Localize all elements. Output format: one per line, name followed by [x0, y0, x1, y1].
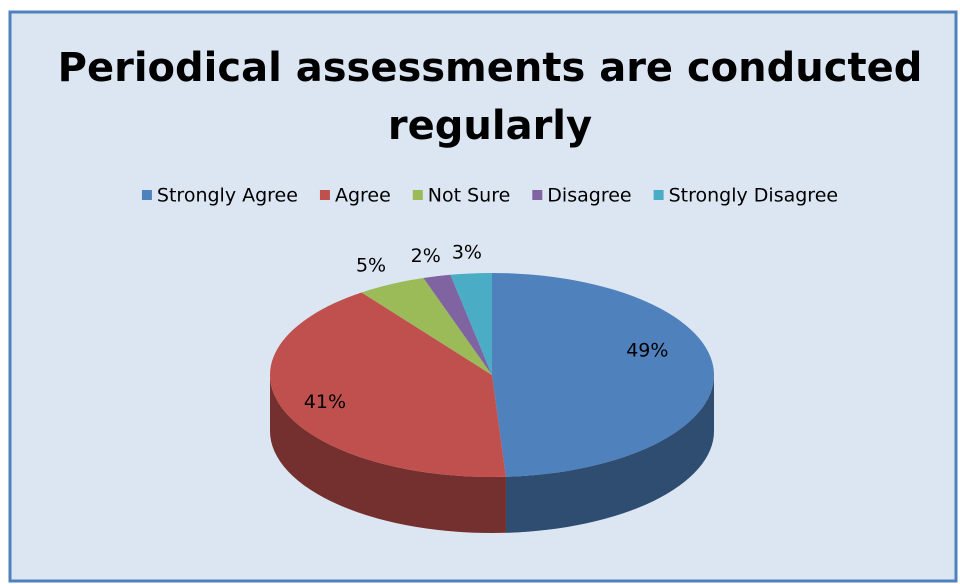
value-label: 3%	[452, 242, 482, 264]
legend-item: Agree	[319, 185, 391, 207]
value-labels: 49% 41% 5% 2% 3%	[304, 242, 669, 413]
value-label: 49%	[626, 339, 668, 361]
legend-item: Disagree	[532, 185, 632, 207]
legend-swatch	[532, 190, 543, 200]
pie-side	[270, 375, 506, 533]
legend-swatch	[141, 190, 152, 200]
chart-title: Periodical assessments are conducted	[58, 45, 923, 91]
legend-item: Not Sure	[412, 185, 511, 207]
chart-title: regularly	[388, 103, 592, 149]
legend-label: Not Sure	[428, 185, 511, 207]
legend-item: Strongly Disagree	[653, 185, 838, 207]
pie-tops	[269, 273, 715, 477]
pie-side-shade	[270, 375, 506, 533]
pie-sides	[270, 375, 714, 533]
pie-slice	[492, 273, 715, 477]
value-label: 41%	[304, 391, 346, 413]
value-label: 2%	[411, 245, 441, 267]
legend-label: Strongly Disagree	[669, 185, 838, 207]
pie-slice	[423, 274, 492, 375]
legend-label: Agree	[335, 185, 391, 207]
legend-swatch	[319, 190, 330, 200]
pie-slice	[361, 277, 492, 375]
legend: Strongly Agree Agree Not Sure Disagree Stron…	[141, 185, 838, 207]
legend-item: Strongly Agree	[141, 185, 298, 207]
pie-slice	[269, 292, 506, 477]
legend-swatch	[412, 190, 423, 200]
pie-slice	[450, 273, 492, 375]
pie-side	[505, 375, 714, 533]
legend-swatch	[653, 190, 664, 200]
pie-side-shade	[505, 375, 714, 533]
legend-label: Strongly Agree	[157, 185, 298, 207]
legend-label: Disagree	[547, 185, 631, 207]
value-label: 5%	[356, 254, 386, 276]
